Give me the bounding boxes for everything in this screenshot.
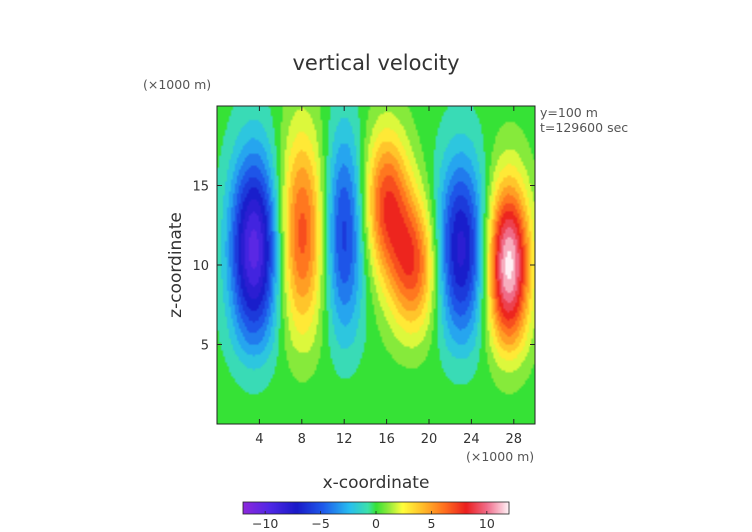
chart-title: vertical velocity (292, 51, 459, 75)
x-tick-label: 24 (463, 432, 480, 447)
colorbar-gradient (243, 502, 509, 514)
x-tick-label: 16 (378, 432, 395, 447)
x-tick-label: 12 (336, 432, 353, 447)
y-axis: 5 10 15 (192, 180, 535, 354)
x-axis: 4 8 12 16 20 24 28 (255, 106, 522, 447)
colorbar-tick-label: 10 (479, 516, 495, 531)
y-tick-label: 5 (201, 339, 209, 354)
x-axis-label: x-coordinate (323, 473, 430, 493)
annotation-time: t=129600 sec (540, 120, 628, 135)
x-tick-label: 8 (298, 432, 306, 447)
y-axis-label: z-coordinate (166, 212, 186, 318)
heatmap-plot (216, 105, 536, 425)
annotation-y: y=100 m (540, 105, 598, 120)
x-unit-label: (×1000 m) (466, 449, 534, 464)
colorbar-tick-label: −5 (311, 516, 329, 531)
y-tick-label: 15 (192, 180, 209, 195)
y-unit-label: (×1000 m) (143, 77, 211, 92)
heatmap-image (217, 106, 535, 424)
y-tick-label: 10 (192, 259, 209, 274)
colorbar-tick-label: 0 (372, 516, 380, 531)
x-tick-label: 4 (255, 432, 263, 447)
colorbar-tick-label: 5 (427, 516, 435, 531)
x-tick-label: 20 (421, 432, 438, 447)
x-tick-label: 28 (506, 432, 523, 447)
colorbar-tick-label: −10 (252, 516, 278, 531)
colorbar: −10 −5 0 5 10 (242, 501, 510, 531)
